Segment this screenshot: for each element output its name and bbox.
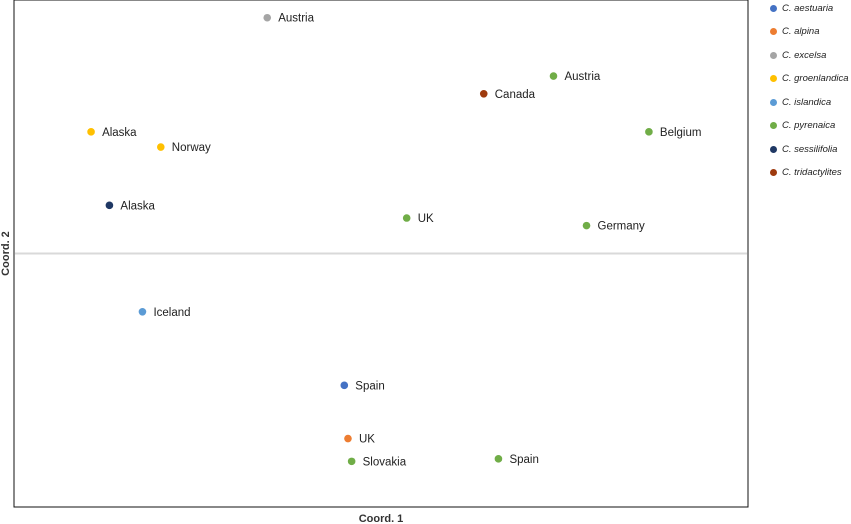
legend-swatch xyxy=(770,98,777,106)
legend-swatch xyxy=(770,4,777,12)
y-axis-label: Coord. 2 xyxy=(0,231,12,276)
point-label: Alaska xyxy=(102,127,137,139)
data-point xyxy=(494,455,503,463)
legend-label: C. groenlandica xyxy=(782,73,849,84)
data-point xyxy=(347,457,356,466)
point-label: Austria xyxy=(564,71,600,83)
data-point xyxy=(479,89,488,98)
data-point xyxy=(340,381,349,390)
legend-swatch xyxy=(770,28,777,35)
data-point xyxy=(645,128,653,136)
data-point xyxy=(87,128,95,136)
point-label: Spain xyxy=(509,454,538,466)
point-label: Alaska xyxy=(120,200,155,212)
legend-label: C. excelsa xyxy=(782,49,827,61)
legend-swatch xyxy=(770,51,777,59)
legend-label: C. sessilifolia xyxy=(782,143,838,155)
legend-label: C. pyrenaica xyxy=(782,120,836,131)
point-label: Belgium xyxy=(660,127,702,139)
data-point xyxy=(138,308,147,316)
point-label: Slovakia xyxy=(363,456,407,468)
legend-item: C. excelsa xyxy=(770,47,826,63)
point-label: Canada xyxy=(495,89,536,101)
legend-item: C. tridactylites xyxy=(770,165,842,181)
point-label: Norway xyxy=(172,142,211,154)
legend-label: C. alpina xyxy=(782,26,820,37)
x-axis-label: Coord. 1 xyxy=(359,513,404,524)
legend-item: C. groenlandica xyxy=(770,71,849,87)
data-point xyxy=(157,143,165,151)
legend-item: C. aestuaria xyxy=(770,0,833,16)
data-point xyxy=(402,214,411,222)
legend-label: C. aestuaria xyxy=(782,2,834,14)
legend-item: C. alpina xyxy=(770,24,820,40)
point-label: Austria xyxy=(278,13,314,25)
legend-item: C. sessilifolia xyxy=(770,141,837,157)
data-point xyxy=(105,201,114,210)
data-point xyxy=(549,72,558,80)
legend-label: C. tridactylites xyxy=(782,167,842,178)
point-label: UK xyxy=(359,434,375,446)
data-point xyxy=(582,221,591,230)
point-label: Germany xyxy=(598,221,646,233)
data-point xyxy=(344,434,352,443)
data-point xyxy=(263,13,272,22)
legend-item: C. islandica xyxy=(770,94,831,110)
legend-swatch xyxy=(770,145,777,153)
legend-swatch xyxy=(770,75,777,82)
points-layer: Spain UK Austria Alaska Norway Iceland Austria… xyxy=(87,13,702,468)
legend-swatch xyxy=(770,122,777,129)
legend-item: C. pyrenaica xyxy=(770,118,835,134)
point-label: Spain xyxy=(355,380,384,392)
legend-swatch xyxy=(770,169,777,176)
legend-label: C. islandica xyxy=(782,96,832,108)
point-label: Iceland xyxy=(153,307,190,319)
point-label: UK xyxy=(418,213,434,225)
